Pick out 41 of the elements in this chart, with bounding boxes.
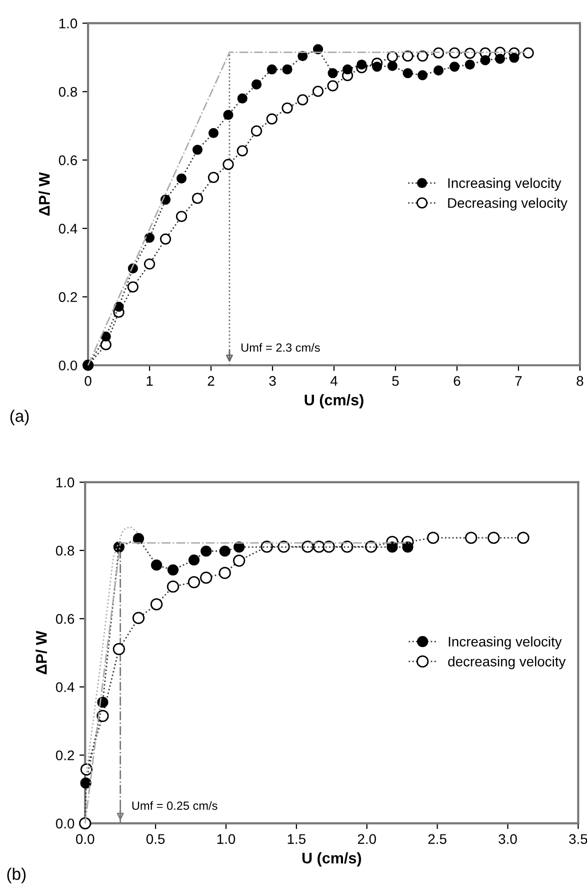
y-tick-label: 1.0 xyxy=(59,18,78,28)
x-tick-label: 5 xyxy=(392,376,399,386)
y-tick-label: 0.6 xyxy=(58,155,78,166)
y-tick-label: 0.2 xyxy=(58,292,77,302)
legend-label: Decreasing velocity xyxy=(448,198,568,211)
y-tick-label: 0.4 xyxy=(56,682,74,692)
y-tick-label: 0.8 xyxy=(58,86,78,97)
y-tick-label: 0.2 xyxy=(56,750,74,760)
x-axis-title: U (cm/s) xyxy=(302,852,362,867)
legend-label: Increasing velocity xyxy=(448,636,562,650)
x-tick-label: 6 xyxy=(454,376,460,386)
x-tick-label: 3.0 xyxy=(498,834,517,844)
x-tick-label: 7 xyxy=(515,376,522,386)
x-tick-label: 0.0 xyxy=(76,834,94,844)
text: (a) xyxy=(10,410,29,426)
x-tick-label: 2 xyxy=(208,376,214,386)
text: (b) xyxy=(7,868,26,884)
x-tick-label: 0 xyxy=(84,376,92,386)
x-tick-label: 4 xyxy=(330,376,338,386)
y-tick-label: 0.0 xyxy=(56,818,74,829)
legend-label: decreasing velocity xyxy=(448,656,566,670)
x-axis-title: U (cm/s) xyxy=(304,394,364,408)
y-tick-label: 0.6 xyxy=(56,614,74,624)
y-tick-label: 0.0 xyxy=(58,360,78,370)
y-axis-title: ΔP/ W xyxy=(36,630,47,674)
x-tick-label: 1.0 xyxy=(217,834,236,844)
y-axis-title: ΔP/ W xyxy=(38,172,50,216)
x-tick-label: 1 xyxy=(146,376,153,386)
x-tick-label: 0.5 xyxy=(146,834,165,844)
legend-label: Increasing velocity xyxy=(448,178,562,191)
y-tick-label: 1.0 xyxy=(56,478,74,488)
x-tick-label: 1.5 xyxy=(288,834,306,844)
x-tick-label: 8 xyxy=(576,376,584,386)
x-tick-label: 3.5 xyxy=(569,834,587,844)
ref-line-label: Umf = 2.3 cm/s xyxy=(241,343,320,352)
x-tick-label: 3 xyxy=(269,376,276,386)
ref-line-label: Umf = 0.25 cm/s xyxy=(132,801,218,810)
x-tick-label: 2.0 xyxy=(358,834,376,844)
y-tick-label: 0.8 xyxy=(56,546,74,556)
y-tick-label: 0.4 xyxy=(58,224,78,234)
x-tick-label: 2.5 xyxy=(428,834,446,844)
